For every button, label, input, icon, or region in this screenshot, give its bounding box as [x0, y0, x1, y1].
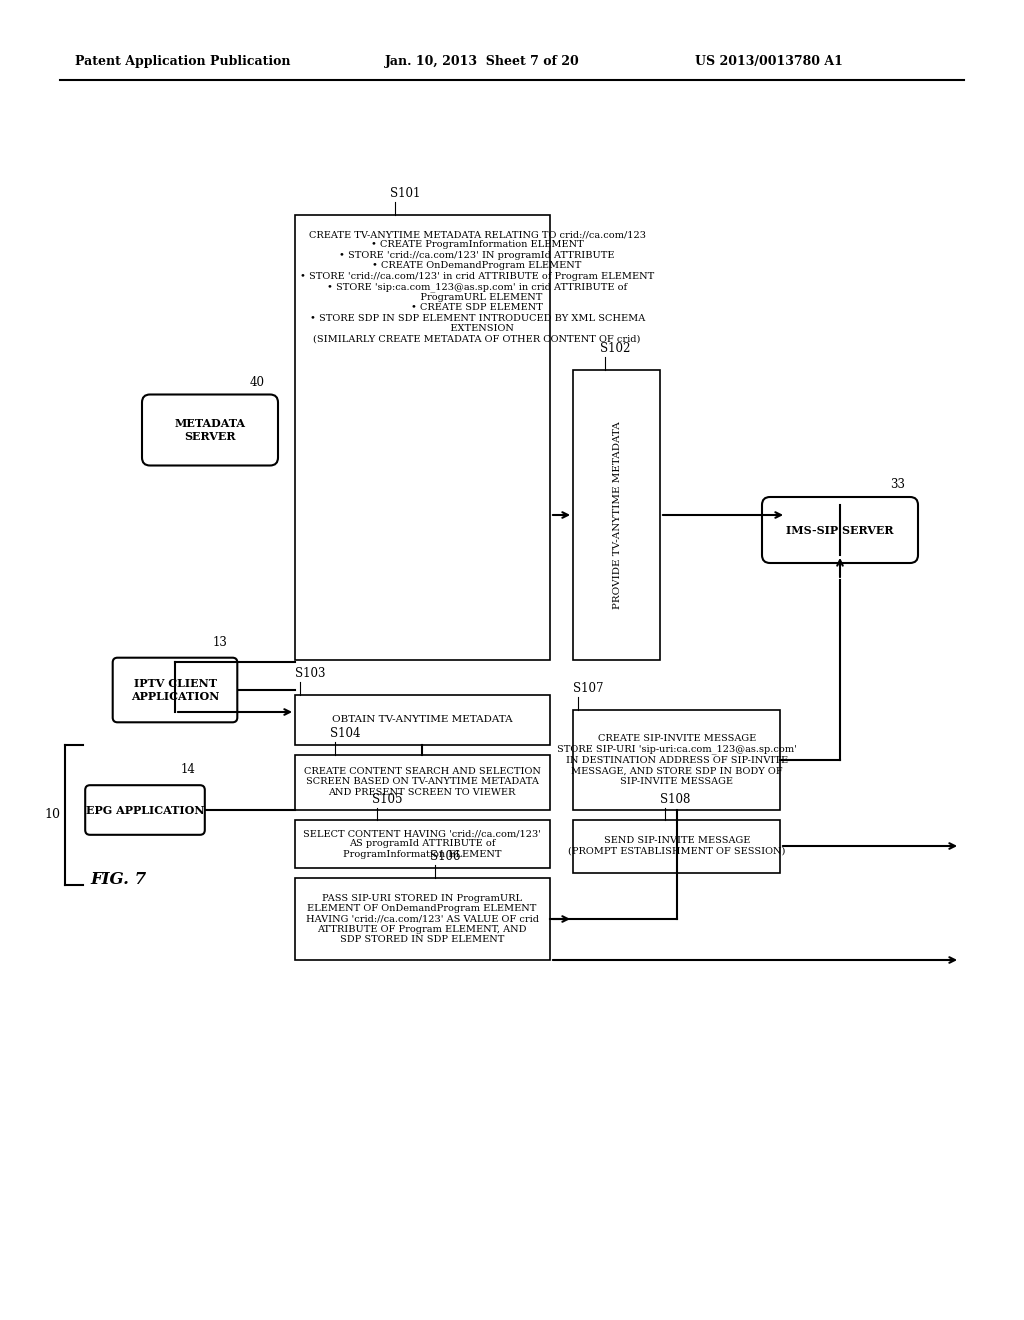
Text: 13: 13 [213, 635, 227, 648]
Text: S106: S106 [430, 850, 461, 863]
Text: S105: S105 [372, 793, 402, 807]
FancyBboxPatch shape [113, 657, 238, 722]
Text: S107: S107 [573, 682, 603, 696]
Text: 10: 10 [44, 808, 60, 821]
Text: CREATE SIP-INVITE MESSAGE
STORE SIP-URI 'sip-uri:ca.com_123@as.sp.com'
IN DESTIN: CREATE SIP-INVITE MESSAGE STORE SIP-URI … [557, 734, 797, 785]
Bar [295, 696, 550, 744]
Text: 40: 40 [250, 375, 265, 388]
Text: METADATA
SERVER: METADATA SERVER [174, 418, 246, 442]
Text: SEND SIP-INVITE MESSAGE
(PROMPT ESTABLISHMENT OF SESSION): SEND SIP-INVITE MESSAGE (PROMPT ESTABLIS… [568, 837, 785, 855]
FancyBboxPatch shape [762, 498, 918, 564]
Text: S101: S101 [390, 187, 421, 201]
Text: EPG APPLICATION: EPG APPLICATION [86, 804, 204, 816]
Bar [295, 878, 550, 960]
Bar [295, 755, 550, 810]
Text: IMS-SIP SERVER: IMS-SIP SERVER [786, 524, 894, 536]
Bar [573, 820, 780, 873]
Text: FIG. 7: FIG. 7 [90, 871, 146, 888]
Text: OBTAIN TV-ANYTIME METADATA: OBTAIN TV-ANYTIME METADATA [332, 715, 512, 725]
Text: 14: 14 [180, 763, 195, 776]
Text: S104: S104 [330, 727, 360, 741]
Bar [295, 215, 550, 660]
Bar [295, 820, 550, 869]
Text: PROVIDE TV-ANYTIME METADATA: PROVIDE TV-ANYTIME METADATA [612, 421, 622, 609]
Text: PASS SIP-URI STORED IN ProgramURL
ELEMENT OF OnDemandProgram ELEMENT
HAVING 'cri: PASS SIP-URI STORED IN ProgramURL ELEMEN… [305, 894, 539, 944]
FancyBboxPatch shape [85, 785, 205, 834]
Text: IPTV CLIENT
APPLICATION: IPTV CLIENT APPLICATION [131, 678, 219, 702]
Text: CREATE CONTENT SEARCH AND SELECTION
SCREEN BASED ON TV-ANYTIME METADATA
AND PRES: CREATE CONTENT SEARCH AND SELECTION SCRE… [303, 767, 541, 797]
Text: CREATE TV-ANYTIME METADATA RELATING TO crid://ca.com/123
• CREATE ProgramInforma: CREATE TV-ANYTIME METADATA RELATING TO c… [300, 230, 654, 343]
Bar [573, 370, 660, 660]
Text: S103: S103 [295, 667, 326, 680]
Text: S108: S108 [660, 793, 690, 807]
Text: Patent Application Publication: Patent Application Publication [75, 55, 291, 69]
Text: Jan. 10, 2013  Sheet 7 of 20: Jan. 10, 2013 Sheet 7 of 20 [385, 55, 580, 69]
FancyBboxPatch shape [142, 395, 278, 466]
Text: S102: S102 [600, 342, 631, 355]
Text: US 2013/0013780 A1: US 2013/0013780 A1 [695, 55, 843, 69]
Bar [573, 710, 780, 810]
Text: SELECT CONTENT HAVING 'crid://ca.com/123'
AS programId ATTRIBUTE of
ProgramInfor: SELECT CONTENT HAVING 'crid://ca.com/123… [303, 829, 541, 859]
Text: 33: 33 [890, 478, 905, 491]
